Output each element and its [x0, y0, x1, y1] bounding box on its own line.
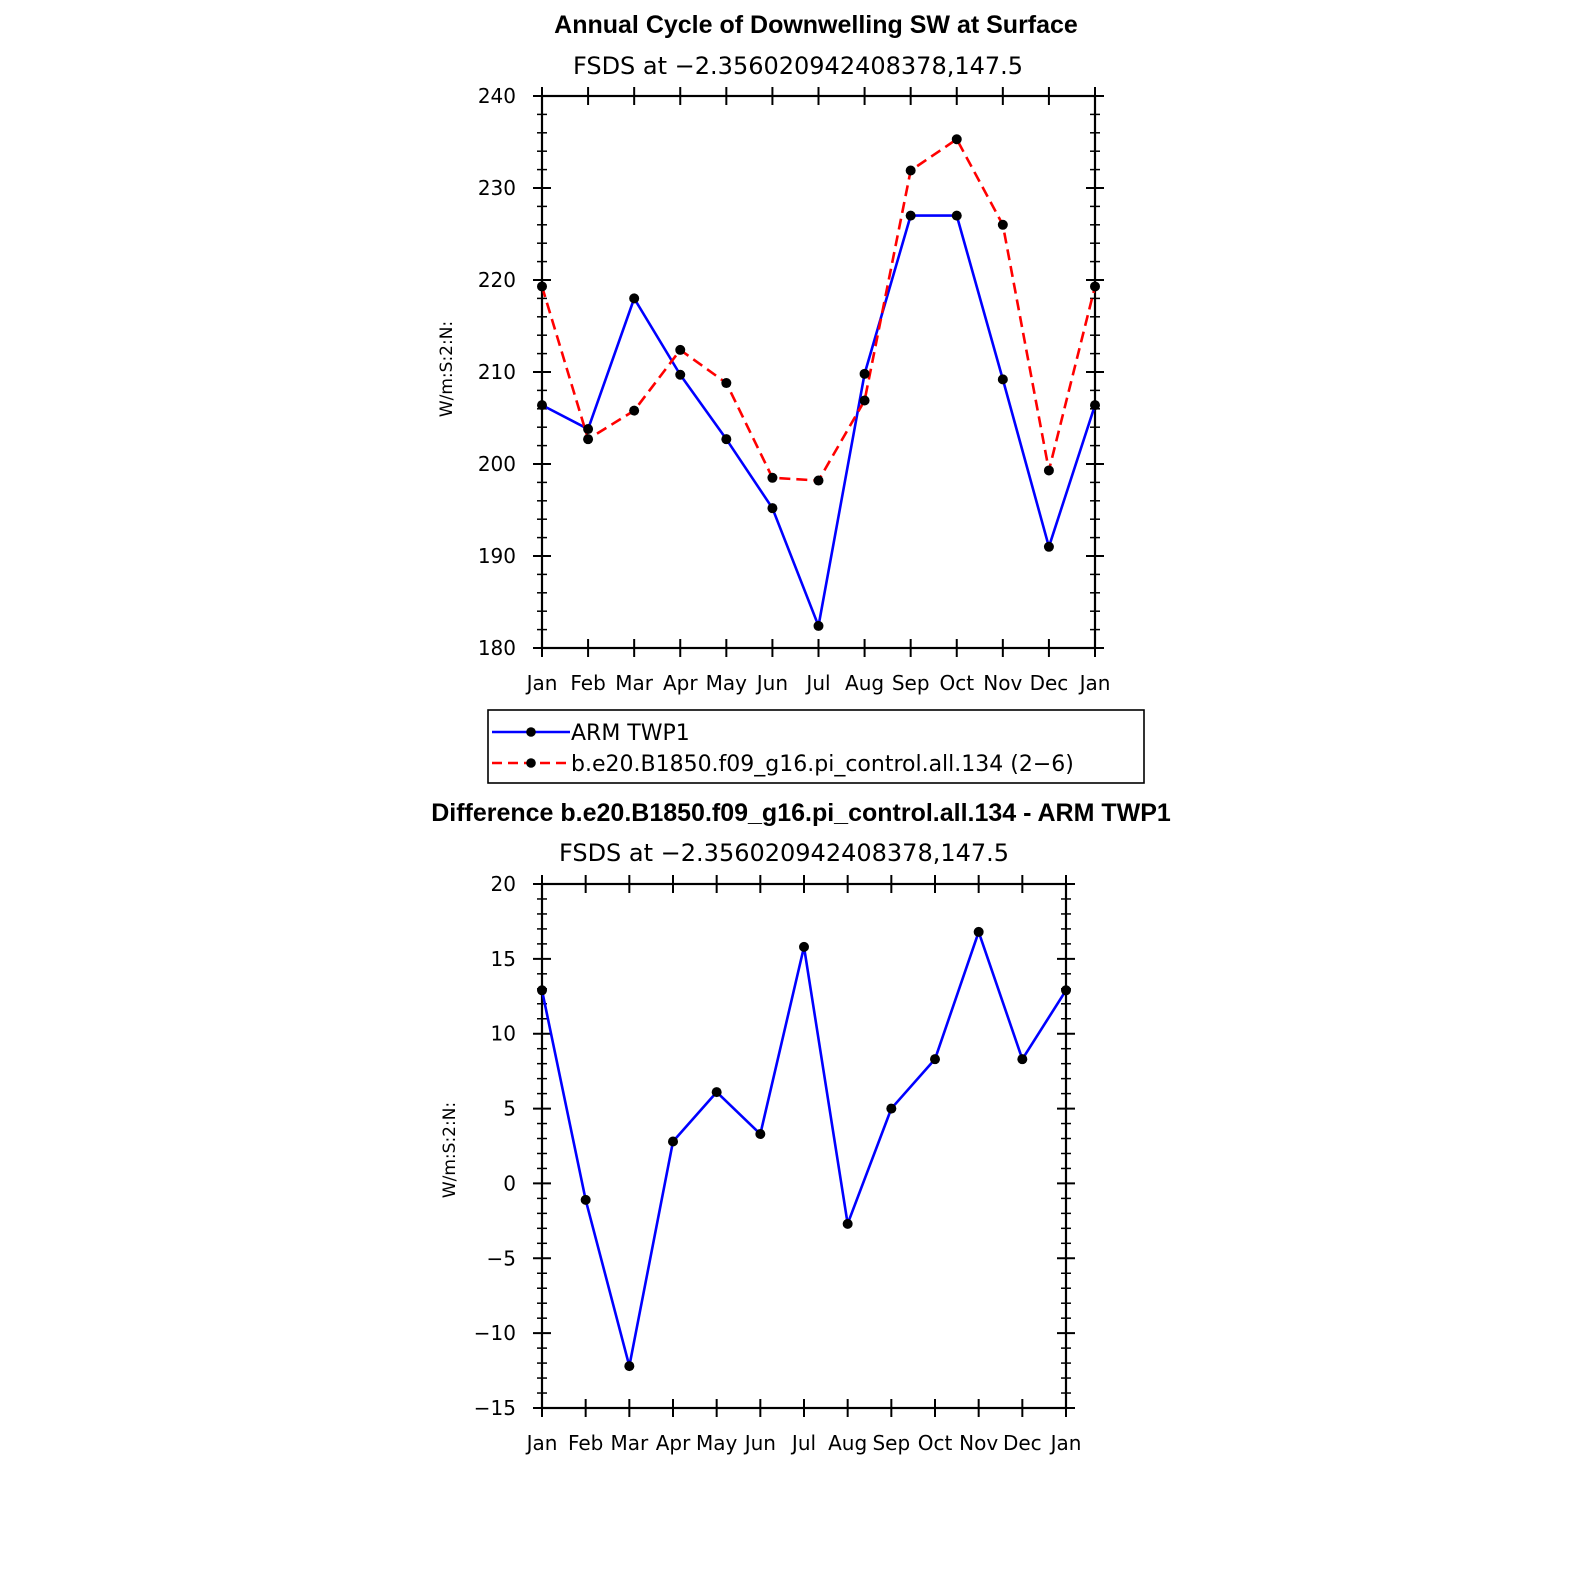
chart2-subtitle: FSDS at −2.356020942408378,147.5	[559, 839, 1009, 867]
chart1-series-1-point	[1043, 465, 1054, 476]
chart2-series-0-point	[624, 1361, 635, 1372]
chart2-xtick-label: Jul	[790, 1431, 816, 1455]
chart1-legend: ARM TWP1 b.e20.B1850.f09_g16.pi_control.…	[487, 709, 1145, 784]
chart2-xtick-label: Jun	[743, 1431, 776, 1455]
chart1-series-1-point	[859, 395, 870, 406]
chart2-series-0-point	[1061, 985, 1071, 996]
chart2-ytick-label: 5	[503, 1097, 516, 1121]
legend-marker-arm-twp1	[526, 727, 536, 737]
legend-marker-model	[526, 758, 536, 768]
chart2-series-0-point	[930, 1054, 940, 1065]
chart2-ytick-label: 0	[503, 1171, 516, 1195]
chart2-series-0-point	[799, 941, 809, 952]
chart1-series-1-point	[629, 405, 640, 416]
chart1-series-line-0	[541, 214, 1097, 628]
chart2-xtick-label: Sep	[872, 1431, 910, 1455]
chart1-series-line-1	[540, 137, 1097, 482]
chart1-series-0-point	[1090, 400, 1100, 411]
chart1-series-0-point	[813, 620, 824, 631]
chart2-xtick-label: May	[696, 1431, 738, 1455]
chart1-ytick-label: 210	[478, 360, 516, 384]
chart2-xtick-label: Mar	[610, 1431, 649, 1455]
chart2-xtick-label: Feb	[568, 1431, 603, 1455]
chart1-series-1-point	[537, 281, 547, 292]
chart1-xtick-label: May	[706, 671, 748, 695]
chart2-ytick-label: 15	[491, 947, 516, 971]
chart1-series-0-point	[583, 424, 594, 435]
chart2-plot: −15 −10 −5 0 5 10 15 20 Jan Feb Mar Apr May Jun Jul Aug…	[474, 872, 1082, 1455]
chart1-frame	[540, 94, 1097, 650]
chart2-xtick-label: Oct	[918, 1431, 953, 1455]
chart2-ytick-label: 20	[491, 872, 516, 896]
legend-box	[487, 709, 1145, 784]
chart1-xtick-label: Mar	[615, 671, 654, 695]
chart2-xtick-label: Jan	[525, 1431, 558, 1455]
chart1-ytick-label: 230	[478, 176, 516, 200]
chart1-xtick-label: Jun	[755, 671, 788, 695]
chart1-series-0-point	[859, 368, 870, 379]
chart1-series-0-point	[767, 503, 778, 514]
chart1-series-1-point	[951, 134, 962, 145]
chart1-series-0-point	[1043, 541, 1054, 552]
chart2-xtick-label: Jan	[1049, 1431, 1082, 1455]
chart1-subtitle: FSDS at −2.356020942408378,147.5	[573, 52, 1023, 80]
chart2-xtick-label: Apr	[656, 1431, 691, 1455]
chart1-plot: 180 190 200 210 220 230 240 Jan Feb Mar Apr May Jun J…	[478, 84, 1111, 695]
chart1-xtick-label: Oct	[939, 671, 974, 695]
chart1-ytick-label: 190	[478, 544, 516, 568]
chart1-series-1-point	[997, 219, 1008, 230]
chart2-xtick-label: Dec	[1003, 1431, 1042, 1455]
chart2-ytick-label: −15	[474, 1396, 516, 1420]
chart1-series-0-point	[951, 210, 962, 221]
chart2-series-0-point	[973, 926, 984, 937]
chart2-y-axis-label: W/m:S:2:N:	[440, 1102, 460, 1198]
chart1-series-0-point	[721, 434, 732, 445]
chart1-xtick-label: Aug	[845, 671, 884, 695]
legend-label-model: b.e20.B1850.f09_g16.pi_control.all.134 (…	[571, 752, 1074, 777]
chart1-series-0-point	[905, 210, 916, 221]
chart2-series-0-point	[711, 1087, 722, 1098]
chart2-series-0-point	[886, 1103, 897, 1114]
chart1-xtick-label: Jan	[525, 671, 558, 695]
chart2-ytick-label: −5	[487, 1246, 516, 1270]
chart1-series-0-point	[629, 293, 640, 304]
chart2-series-line-0	[540, 930, 1068, 1368]
chart1-xtick-label: Dec	[1030, 671, 1069, 695]
chart1-series-1-point	[1090, 281, 1100, 292]
chart1-xtick-label: Jan	[1078, 671, 1111, 695]
chart2-ytick-label: 10	[491, 1022, 516, 1046]
chart1-series-1-point	[583, 434, 594, 445]
chart1-y-axis-label: W/m:S:2:N:	[437, 321, 457, 417]
chart1-xtick-label: Feb	[570, 671, 605, 695]
chart1-ytick-label: 180	[478, 636, 516, 660]
chart1-series-1-point	[721, 378, 732, 389]
chart2-xtick-label: Nov	[959, 1431, 998, 1455]
chart2-series-0-point	[842, 1218, 853, 1229]
chart2-series-0-point	[668, 1136, 678, 1147]
chart1-series-1-point	[905, 165, 916, 176]
chart1-ytick-label: 240	[478, 84, 516, 108]
chart1-series-0-point	[537, 400, 547, 411]
chart1-xtick-label: Sep	[892, 671, 930, 695]
chart1-title: Annual Cycle of Downwelling SW at Surfac…	[554, 11, 1078, 39]
chart1-xtick-label: Jul	[804, 671, 830, 695]
chart2-series-0-point	[580, 1194, 591, 1205]
chart2-series-0-point	[1017, 1054, 1028, 1065]
chart1-ytick-label: 200	[478, 452, 516, 476]
chart1-xtick-label: Apr	[663, 671, 698, 695]
chart2-series-0-point	[537, 985, 547, 996]
chart2-series-0-point	[755, 1129, 766, 1140]
chart1-series-0-point	[997, 374, 1008, 385]
legend-label-arm-twp1: ARM TWP1	[571, 721, 690, 746]
chart1-ytick-label: 220	[478, 268, 516, 292]
chart1-series-1-point	[767, 472, 778, 483]
chart1-series-1-point	[813, 475, 824, 486]
chart1-xtick-label: Nov	[983, 671, 1022, 695]
chart2-xtick-label: Aug	[828, 1431, 867, 1455]
chart2-ytick-label: −10	[474, 1321, 516, 1345]
chart2-title: Difference b.e20.B1850.f09_g16.pi_contro…	[431, 799, 1171, 827]
chart1-series-0-point	[675, 369, 686, 380]
chart1-series-1-point	[675, 344, 686, 355]
